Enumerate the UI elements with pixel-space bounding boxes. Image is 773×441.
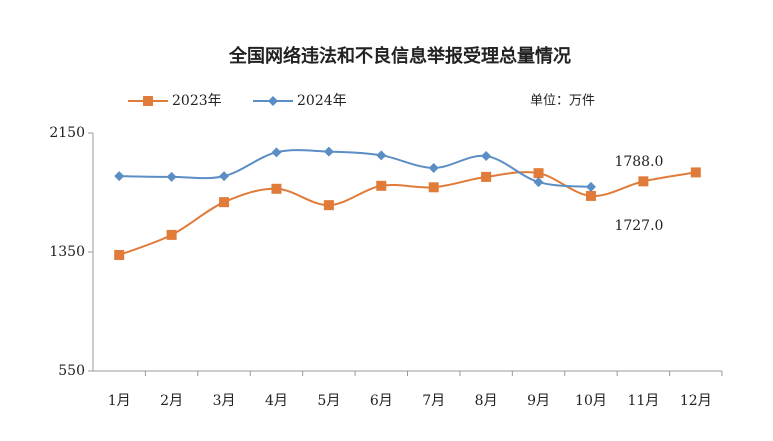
x-tick-label: 4月 bbox=[265, 393, 288, 409]
x-tick-label: 10月 bbox=[575, 393, 607, 409]
x-tick-label: 2月 bbox=[160, 393, 183, 409]
point bbox=[323, 146, 334, 157]
point bbox=[268, 96, 278, 106]
point bbox=[114, 171, 125, 182]
point bbox=[219, 197, 230, 208]
point bbox=[533, 168, 544, 179]
x-tick-label: 12月 bbox=[680, 393, 712, 409]
point bbox=[114, 249, 125, 260]
point bbox=[166, 171, 177, 182]
point bbox=[585, 190, 596, 201]
x-tick-label: 8月 bbox=[475, 393, 498, 409]
x-tick-label: 5月 bbox=[317, 393, 340, 409]
legend-label: 2023年 bbox=[172, 93, 222, 109]
point bbox=[166, 229, 177, 240]
point bbox=[376, 180, 387, 191]
x-tick-label: 6月 bbox=[370, 393, 393, 409]
data-label: 1788.0 bbox=[614, 154, 663, 170]
y-tick-label: 550 bbox=[58, 363, 85, 379]
y-tick-label: 2150 bbox=[49, 125, 85, 141]
data-label: 1727.0 bbox=[614, 218, 663, 234]
point bbox=[219, 171, 230, 182]
point bbox=[271, 147, 282, 158]
x-tick-label: 7月 bbox=[422, 393, 445, 409]
point bbox=[323, 200, 334, 211]
point bbox=[143, 96, 153, 106]
point bbox=[533, 177, 544, 188]
series-line bbox=[119, 149, 592, 188]
point bbox=[481, 171, 492, 182]
point bbox=[481, 151, 492, 162]
x-tick-label: 3月 bbox=[213, 393, 236, 409]
x-tick-label: 9月 bbox=[527, 393, 550, 409]
point bbox=[585, 181, 596, 192]
chart-title: 全国网络违法和不良信息举报受理总量情况 bbox=[228, 45, 571, 67]
y-tick-label: 1350 bbox=[49, 244, 85, 260]
point bbox=[638, 176, 649, 187]
unit-label: 单位：万件 bbox=[530, 94, 595, 109]
point bbox=[690, 167, 701, 178]
x-tick-label: 11月 bbox=[627, 393, 659, 409]
point bbox=[271, 183, 282, 194]
legend-label: 2024年 bbox=[297, 93, 347, 109]
x-tick-label: 1月 bbox=[108, 393, 131, 409]
point bbox=[428, 182, 439, 193]
point bbox=[376, 150, 387, 161]
point bbox=[428, 162, 439, 173]
